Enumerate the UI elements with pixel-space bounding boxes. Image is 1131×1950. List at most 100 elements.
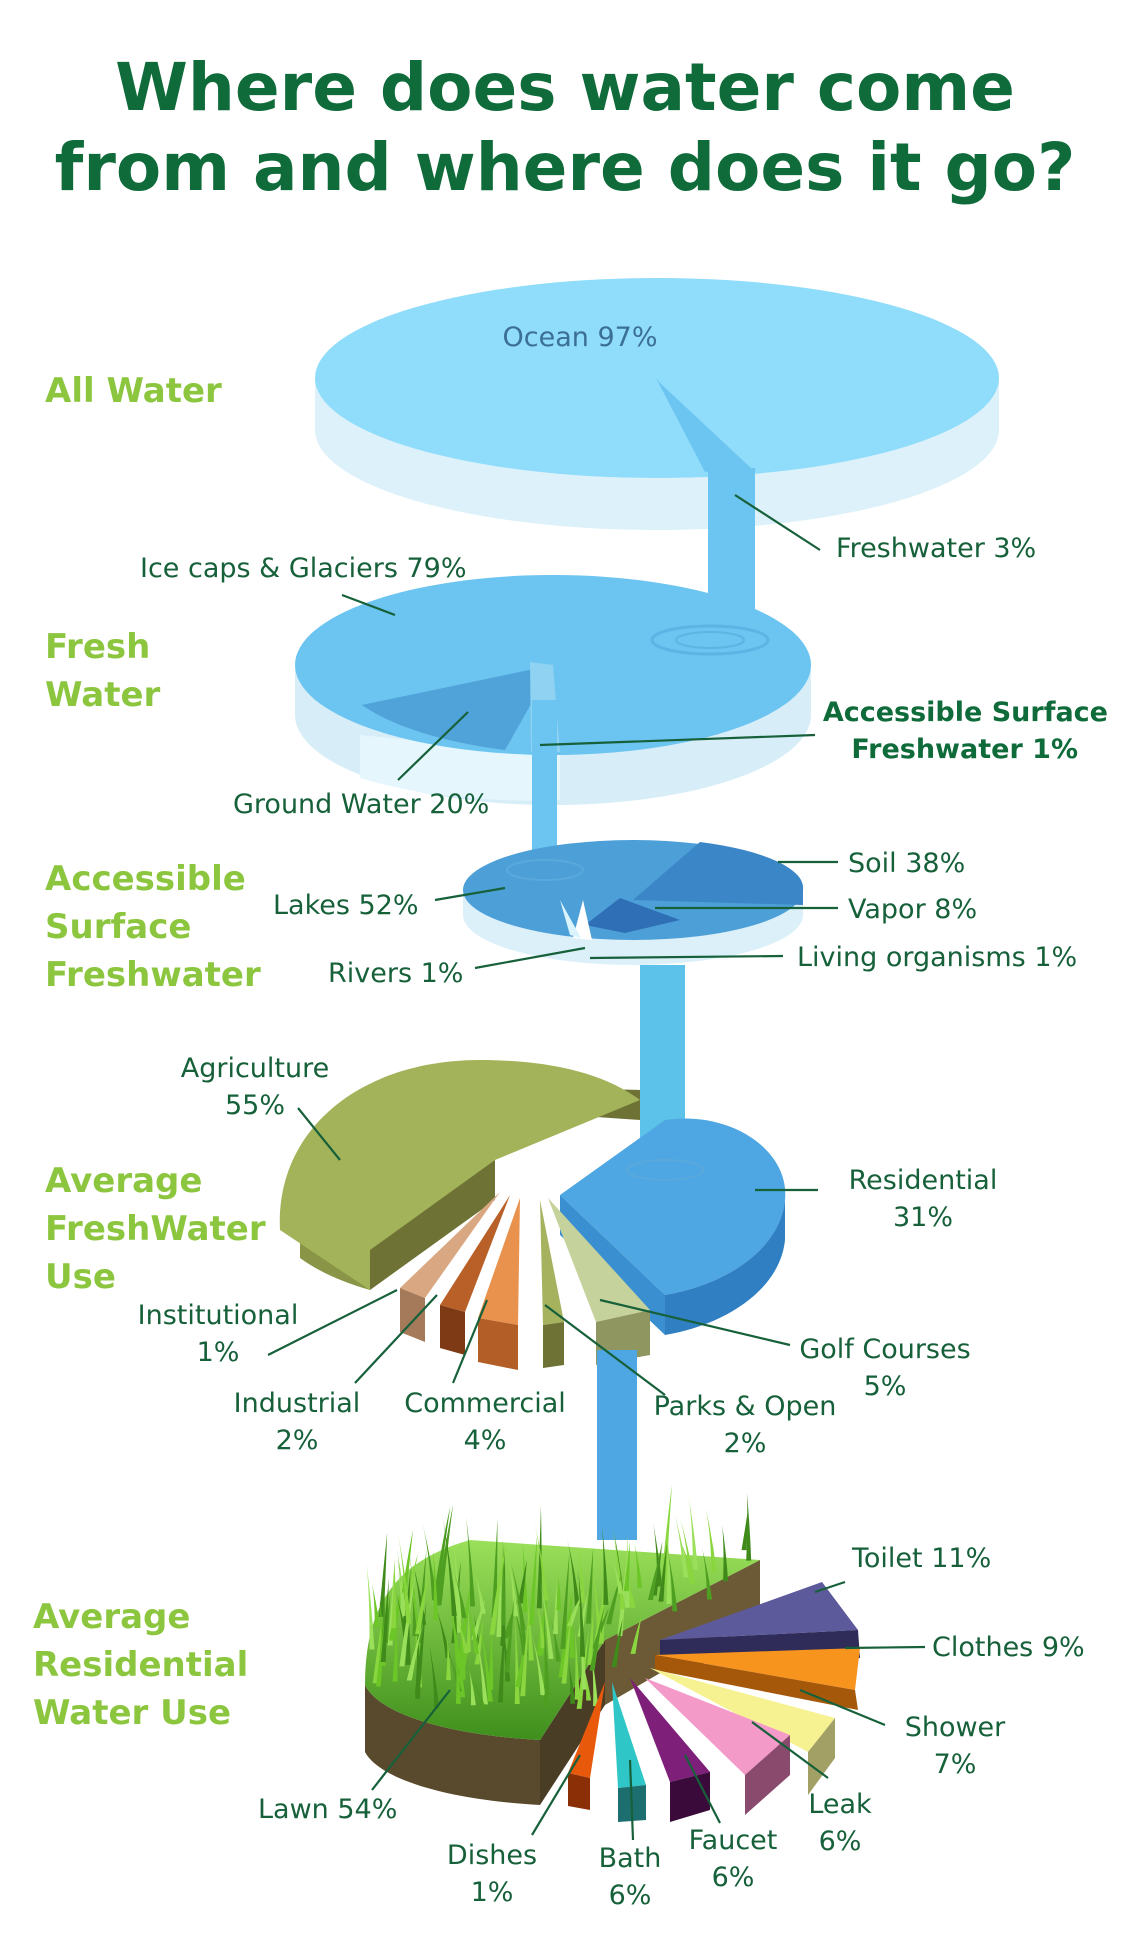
section-fresh-water-2: Water xyxy=(45,675,161,715)
grass-blade xyxy=(433,1549,439,1621)
leader-parks xyxy=(544,1304,666,1396)
agriculture-wedge-face xyxy=(370,1160,495,1290)
label-clothes: Clothes 9% xyxy=(932,1632,1085,1663)
grass-blade xyxy=(382,1594,391,1643)
label-dishes-2: 1% xyxy=(471,1877,514,1908)
grass-blade xyxy=(589,1605,605,1671)
grass-blade xyxy=(550,1618,561,1662)
accessible-disc-side xyxy=(463,890,803,965)
leader-industrial xyxy=(354,1294,438,1384)
grass-blade xyxy=(701,1547,713,1600)
ocean-disc-side xyxy=(315,378,999,530)
grass-blade xyxy=(517,1559,528,1604)
label-golf-2: 5% xyxy=(864,1371,907,1402)
grass-blade xyxy=(371,1583,380,1627)
residential-side xyxy=(665,1200,785,1335)
leak-side xyxy=(745,1735,790,1815)
label-residential-2: 31% xyxy=(893,1202,953,1233)
grass-blade xyxy=(667,1549,678,1612)
grass-blade xyxy=(465,1516,476,1607)
shower-slice xyxy=(650,1668,835,1752)
label-ice-caps: Ice caps & Glaciers 79% xyxy=(140,553,467,584)
leader-golf xyxy=(599,1298,791,1347)
grass-blade xyxy=(530,1629,546,1696)
grass-blade xyxy=(446,1584,461,1663)
faucet-slice xyxy=(630,1678,710,1782)
grass-blade xyxy=(380,1577,389,1663)
grass-blade xyxy=(415,1569,430,1635)
label-living: Living organisms 1% xyxy=(797,942,1077,973)
grass-blade xyxy=(688,1497,698,1570)
living-organisms-slice xyxy=(573,900,592,940)
splash-ring-2 xyxy=(506,859,584,881)
grass-blade xyxy=(544,1652,550,1696)
grass-blade xyxy=(578,1544,586,1603)
section-residential-use-3: Water Use xyxy=(33,1693,231,1733)
lawn-soil-face xyxy=(540,1640,605,1805)
grass-blade xyxy=(676,1533,695,1579)
leak-slice xyxy=(645,1678,790,1775)
section-freshwater-use-3: Use xyxy=(45,1257,116,1297)
leader-living xyxy=(589,954,784,960)
grass-blade xyxy=(491,1518,498,1618)
grass-blade xyxy=(602,1525,609,1605)
label-golf-1: Golf Courses xyxy=(799,1334,970,1365)
grass-blade xyxy=(552,1581,558,1634)
residential-use-disc xyxy=(365,1484,860,1822)
label-ground-water: Ground Water 20% xyxy=(233,789,489,820)
grass-blade xyxy=(397,1532,412,1624)
grass-blade xyxy=(469,1669,476,1706)
grass-blade xyxy=(414,1601,427,1693)
grass-blade xyxy=(422,1521,438,1601)
grass-blade xyxy=(520,1610,529,1697)
toilet-slice xyxy=(660,1582,858,1640)
grass-blade xyxy=(722,1525,729,1582)
leader-lakes xyxy=(434,886,506,902)
grass-blade xyxy=(433,1601,451,1659)
leader-commercial xyxy=(451,1299,489,1384)
ground-water-slice xyxy=(362,665,553,750)
grass-blade xyxy=(653,1523,663,1587)
accessible-disc xyxy=(463,840,804,965)
label-accessible-2: Freshwater 1% xyxy=(851,734,1078,765)
label-agriculture-1: Agriculture xyxy=(181,1053,330,1084)
grass-blade xyxy=(406,1626,423,1681)
label-agriculture-2: 55% xyxy=(225,1090,285,1121)
label-rivers: Rivers 1% xyxy=(328,958,463,989)
splash-ring-1b xyxy=(675,631,745,649)
section-accessible-2: Surface xyxy=(45,907,191,947)
leader-shower xyxy=(799,1688,886,1727)
grass-blade xyxy=(660,1484,672,1588)
label-soil: Soil 38% xyxy=(848,848,965,879)
residential-slice xyxy=(560,1118,786,1295)
industrial-side xyxy=(440,1305,465,1355)
industrial-slice xyxy=(440,1195,510,1312)
grass-blade xyxy=(587,1605,594,1665)
grass-blade xyxy=(500,1539,506,1626)
grass-blade xyxy=(396,1549,407,1618)
section-fresh-water-1: Fresh xyxy=(45,627,150,667)
grass-blades xyxy=(366,1484,752,1710)
grass-blade xyxy=(538,1576,554,1659)
grass-blade xyxy=(634,1543,643,1588)
label-shower-2: 7% xyxy=(934,1749,977,1780)
golf-slice xyxy=(548,1198,650,1322)
leader-dishes xyxy=(531,1754,581,1836)
grass-blade xyxy=(454,1613,469,1654)
grass-blade xyxy=(375,1621,385,1687)
dishes-side xyxy=(568,1773,590,1810)
grass-blade xyxy=(611,1618,623,1668)
section-residential-use-2: Residential xyxy=(33,1645,248,1685)
grass-blade xyxy=(561,1607,573,1684)
lawn-soil-side xyxy=(365,1685,540,1805)
label-institutional-2: 1% xyxy=(197,1337,240,1368)
soil-slice xyxy=(633,842,804,905)
grass-blade xyxy=(567,1538,580,1606)
label-commercial-1: Commercial xyxy=(404,1388,566,1419)
label-toilet: Toilet 11% xyxy=(851,1543,991,1574)
grass-blade xyxy=(475,1599,493,1702)
leader-accessible xyxy=(539,733,816,747)
grass-blade xyxy=(611,1557,624,1594)
grass-blade xyxy=(454,1572,467,1619)
grass-blade xyxy=(488,1622,494,1690)
